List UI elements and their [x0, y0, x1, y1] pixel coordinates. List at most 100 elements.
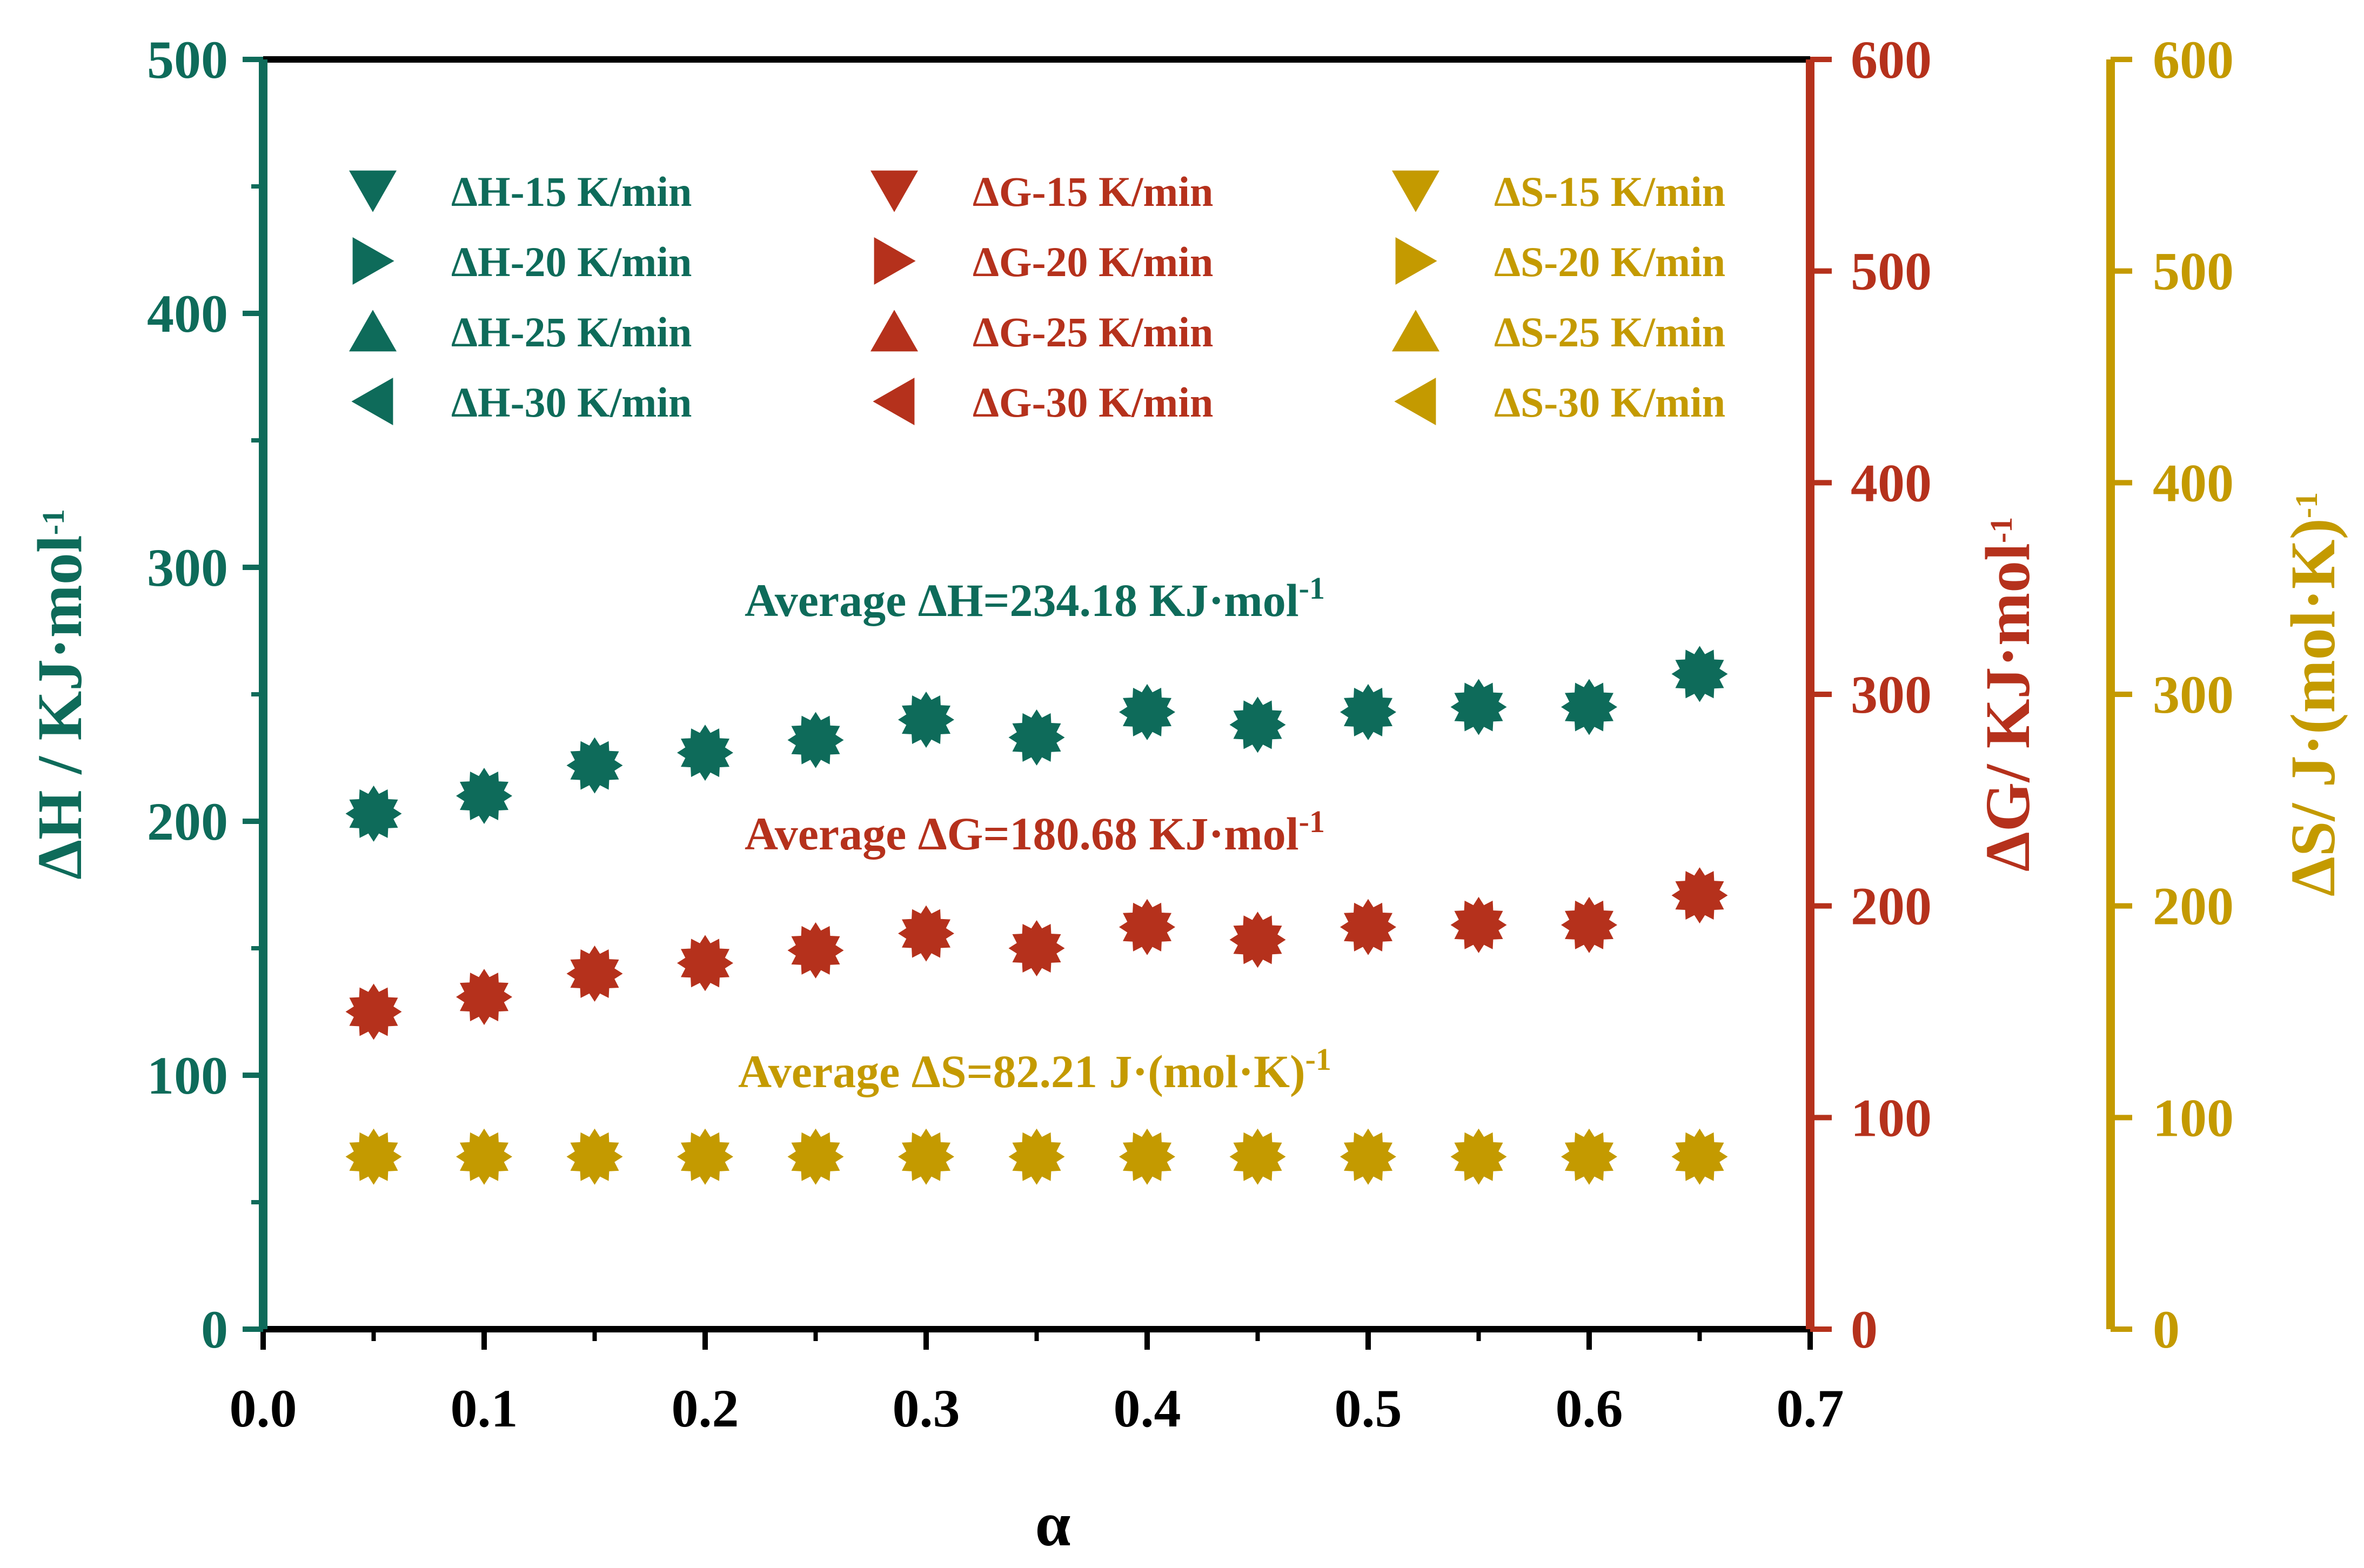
legend-label: ΔG-20 K/min — [973, 238, 1213, 285]
legend-item: ΔS-30 K/min — [1394, 378, 1725, 426]
data-point — [1229, 1128, 1286, 1185]
x-tick-label: 0.2 — [672, 1378, 739, 1438]
data-point — [1119, 1128, 1175, 1185]
data-point — [345, 983, 402, 1040]
data-point — [1119, 899, 1175, 955]
dg-y-tick-label: 0 — [1851, 1299, 1878, 1359]
data-point — [456, 969, 512, 1026]
data-point — [898, 905, 954, 962]
legend-item: ΔG-20 K/min — [874, 237, 1213, 285]
ds-y-tick-label: 300 — [2153, 665, 2234, 725]
left-y-tick-label: 300 — [147, 538, 228, 598]
data-point — [1671, 867, 1728, 924]
data-point — [1008, 709, 1065, 766]
legend-marker-down — [1392, 170, 1439, 212]
legend-label: ΔG-30 K/min — [973, 379, 1213, 426]
legend-marker-left — [873, 378, 915, 425]
ds-axis-title: ΔS/ J·(mol·K)-1 — [2278, 492, 2348, 896]
legend-label: ΔS-25 K/min — [1494, 309, 1725, 356]
average-dh-superscript: -1 — [1299, 571, 1325, 606]
legend-item: ΔS-25 K/min — [1392, 309, 1725, 356]
ds-y-tick-label: 100 — [2153, 1088, 2234, 1148]
data-point — [566, 1128, 623, 1185]
dg-y-tick-label: 100 — [1851, 1088, 1932, 1148]
data-point — [1340, 684, 1396, 740]
x-tick-label: 0.0 — [230, 1378, 297, 1438]
ds-y-tick-label: 0 — [2153, 1299, 2180, 1359]
average-dg-superscript: -1 — [1299, 804, 1325, 839]
ds-y-tick-label: 500 — [2153, 242, 2234, 301]
data-point — [898, 1128, 954, 1185]
legend-label: ΔS-20 K/min — [1494, 238, 1725, 285]
data-point — [787, 922, 844, 979]
dg-axis-title: ΔG/ KJ·mol-1 — [1972, 517, 2043, 872]
average-dh-text: Average ΔH=234.18 KJ·mol — [745, 574, 1299, 626]
data-point — [1450, 1128, 1507, 1185]
data-point — [345, 1128, 402, 1185]
data-point — [787, 1128, 844, 1185]
left-y-tick-label: 400 — [147, 284, 228, 344]
x-tick-label: 0.4 — [1114, 1378, 1181, 1438]
data-point — [1671, 1128, 1728, 1185]
series-right1 — [345, 867, 1728, 1040]
legend-item: ΔH-20 K/min — [352, 237, 692, 285]
left-y-tick-label: 200 — [147, 792, 228, 852]
data-point — [1561, 679, 1617, 735]
right-y-axis-dg: 0 100 200 300 400 500 600 ΔG/ KJ·mol-1 — [1806, 30, 2043, 1359]
data-point — [1671, 646, 1728, 702]
data-point — [456, 1128, 512, 1185]
legend-label: ΔG-15 K/min — [973, 168, 1213, 215]
ds-y-tick-label: 400 — [2153, 453, 2234, 513]
data-point — [1340, 1128, 1396, 1185]
legend-marker-down — [870, 170, 918, 212]
legend-item: ΔS-20 K/min — [1395, 237, 1725, 285]
data-point — [1229, 696, 1286, 753]
legend-item: ΔH-25 K/min — [349, 309, 692, 356]
legend-label: ΔG-25 K/min — [973, 309, 1213, 356]
ds-y-tick-label: 200 — [2153, 876, 2234, 936]
data-point — [1450, 679, 1507, 735]
legend-marker-up — [870, 310, 918, 352]
dg-y-tick-label: 500 — [1851, 242, 1932, 301]
data-point — [1450, 896, 1507, 953]
legend-item: ΔG-15 K/min — [870, 168, 1213, 215]
ds-axis-title-superscript: -1 — [2289, 492, 2324, 518]
data-point — [677, 935, 733, 991]
data-point — [1008, 920, 1065, 976]
x-tick-label: 0.6 — [1556, 1378, 1623, 1438]
average-ds: Average ΔS=82.21 J·(mol·K)-1 — [738, 1042, 1331, 1098]
right-y-axis-ds: 0 100 200 300 400 500 600 ΔS/ J·(mol·K)-1 — [2106, 30, 2348, 1359]
data-point — [1229, 912, 1286, 968]
legend-marker-left — [351, 378, 393, 425]
left-axis-title-superscript: -1 — [36, 509, 71, 535]
data-point — [1340, 899, 1396, 955]
series-right2 — [345, 1128, 1728, 1185]
data-point — [1561, 1128, 1617, 1185]
legend-marker-down — [349, 170, 397, 212]
data-point — [566, 737, 623, 794]
legend-item: ΔH-30 K/min — [351, 378, 692, 426]
dg-y-tick-label: 300 — [1851, 665, 1932, 725]
series-left — [345, 646, 1728, 842]
legend-label: ΔH-30 K/min — [451, 379, 692, 426]
legend-item: ΔH-15 K/min — [349, 168, 692, 215]
data-point — [677, 1128, 733, 1185]
average-ds-superscript: -1 — [1305, 1042, 1331, 1077]
average-dg: Average ΔG=180.68 KJ·mol-1 — [745, 804, 1325, 860]
average-dg-text: Average ΔG=180.68 KJ·mol — [745, 808, 1299, 860]
legend-marker-up — [349, 310, 397, 352]
legend-item: ΔS-15 K/min — [1392, 168, 1725, 215]
dg-y-tick-label: 200 — [1851, 876, 1932, 936]
dg-axis-title-superscript: -1 — [1984, 517, 2019, 543]
x-tick-label: 0.1 — [451, 1378, 518, 1438]
legend-marker-right — [874, 237, 916, 285]
ds-axis-title-text: ΔS/ J·(mol·K) — [2278, 518, 2348, 896]
left-y-tick-label: 500 — [147, 30, 228, 90]
legend-marker-left — [1394, 378, 1436, 425]
left-axis-title-text: ΔH / KJ·mol — [24, 535, 95, 880]
data-point — [898, 692, 954, 748]
legend-label: ΔH-25 K/min — [451, 309, 692, 356]
left-y-axis: 0 100 200 300 400 500 ΔH / KJ·mol-1 — [24, 30, 267, 1359]
x-tick-label: 0.3 — [893, 1378, 960, 1438]
